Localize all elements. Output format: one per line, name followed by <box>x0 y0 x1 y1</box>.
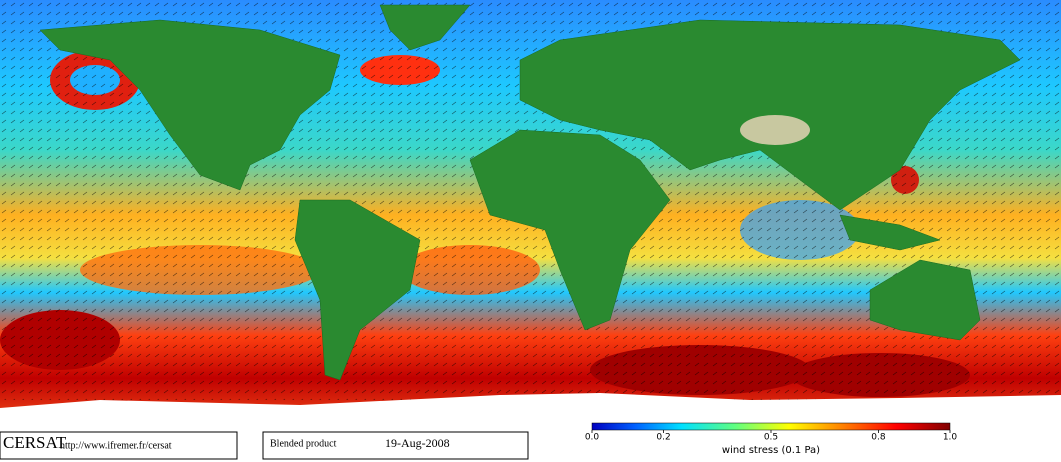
colorbar-tick-label: 0.5 <box>764 433 778 443</box>
product: Blended product <box>270 438 337 449</box>
land <box>39 4 1021 381</box>
colorbar-tick-label: 0.8 <box>871 433 886 443</box>
url: http://www.ifremer.fr/cersat <box>60 440 172 451</box>
product-box <box>262 431 529 460</box>
brand: CERSAT <box>3 433 67 452</box>
colorbar-tick-label: 0.0 <box>585 433 600 443</box>
date: 19-Aug-2008 <box>385 436 450 450</box>
colorbar-tick-label: 0.2 <box>656 433 670 443</box>
colorbar-label: wind stress (0.1 Pa) <box>722 445 820 456</box>
antarctica <box>0 393 1061 430</box>
colorbar <box>591 422 951 431</box>
brand-box <box>0 431 238 460</box>
colorbar-tick-label: 1.0 <box>943 433 958 443</box>
